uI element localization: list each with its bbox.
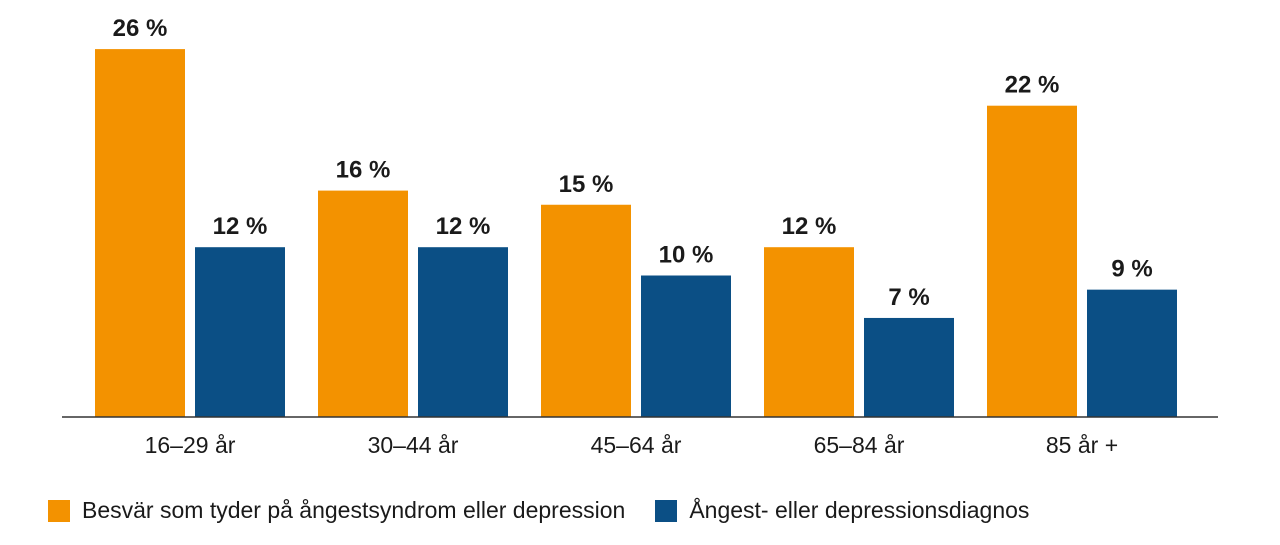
legend-label-diagnosis: Ångest- eller depressionsdiagnos (689, 497, 1030, 523)
data-label-symptoms-4: 22 % (1005, 72, 1060, 99)
bar-symptoms-4 (987, 105, 1077, 417)
legend-swatch-orange (48, 499, 70, 522)
x-tick-label-4: 85 år + (1046, 432, 1118, 458)
bar-symptoms-1 (318, 190, 408, 417)
data-label-diagnosis-3: 7 % (888, 284, 929, 311)
bar-diagnosis-1 (418, 247, 508, 417)
legend-item-diagnosis: Ångest- eller depressionsdiagnos (655, 497, 1029, 524)
bar-symptoms-0 (95, 49, 185, 417)
bar-diagnosis-2 (641, 275, 731, 417)
x-tick-label-2: 45–64 år (591, 432, 682, 458)
data-label-symptoms-0: 26 % (113, 15, 168, 42)
data-label-diagnosis-1: 12 % (436, 213, 491, 240)
bar-symptoms-2 (541, 204, 631, 417)
bar-diagnosis-4 (1087, 289, 1177, 417)
data-label-diagnosis-4: 9 % (1111, 256, 1152, 283)
bar-symptoms-3 (764, 247, 854, 417)
legend-label-symptoms: Besvär som tyder på ångestsyndrom eller … (82, 497, 626, 523)
data-label-symptoms-2: 15 % (559, 171, 614, 198)
data-label-symptoms-1: 16 % (336, 157, 391, 184)
x-tick-label-3: 65–84 år (814, 432, 905, 458)
x-tick-label-0: 16–29 år (145, 432, 236, 458)
data-label-diagnosis-2: 10 % (659, 242, 714, 269)
bar-diagnosis-0 (195, 247, 285, 417)
data-label-symptoms-3: 12 % (782, 213, 837, 240)
legend-item-symptoms: Besvär som tyder på ångestsyndrom eller … (48, 497, 625, 524)
legend-swatch-blue (655, 499, 678, 522)
bar-chart-svg: 26 % 12 % 16–29 år 16 % 12 % 30–44 år 15 % 10 %… (62, 15, 1218, 458)
data-label-diagnosis-0: 12 % (213, 213, 268, 240)
bar-diagnosis-3 (864, 317, 954, 417)
legend: Besvär som tyder på ångestsyndrom eller … (48, 497, 1059, 524)
x-tick-label-1: 30–44 år (368, 432, 459, 458)
